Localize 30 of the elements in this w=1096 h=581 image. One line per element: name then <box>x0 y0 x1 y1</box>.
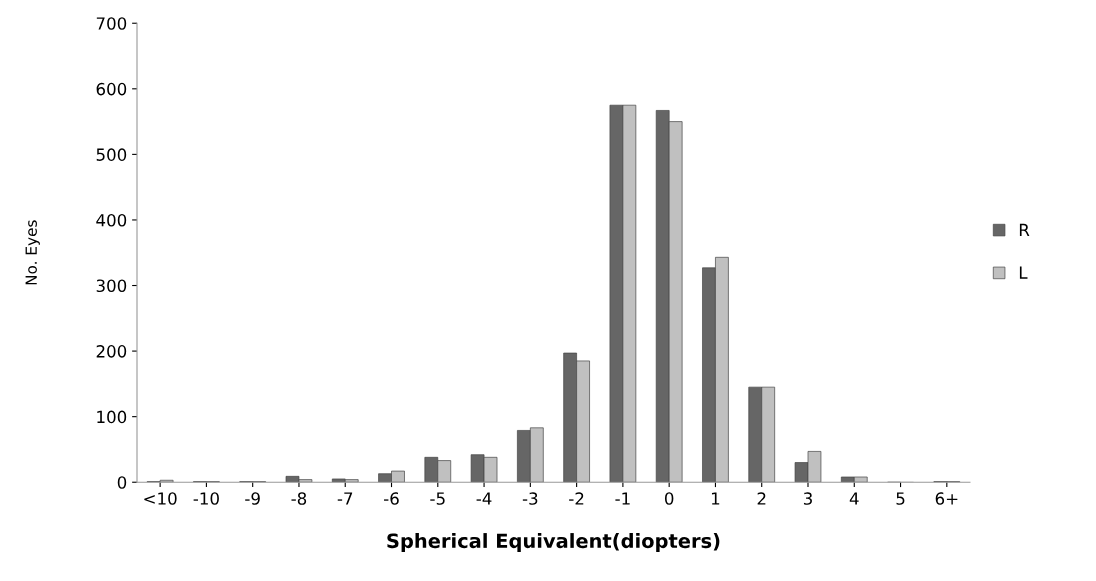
y-tick-label: 300 <box>96 279 127 293</box>
y-tick-label: 700 <box>96 17 127 30</box>
x-tick-label: 1 <box>711 492 720 505</box>
y-tick-label: 0 <box>117 476 127 489</box>
legend-label: L <box>1019 266 1028 279</box>
x-tick-label: -2 <box>569 492 584 505</box>
y-tick-label: 500 <box>96 148 127 161</box>
y-tick-label: 400 <box>96 213 127 227</box>
x-tick-label: -8 <box>291 492 307 505</box>
x-tick-label: -4 <box>476 492 492 505</box>
x-tick-label: 6+ <box>935 492 958 505</box>
x-tick-label: 0 <box>664 492 674 505</box>
x-tick-label: 4 <box>849 492 859 505</box>
y-tick-label: 600 <box>96 82 127 96</box>
x-tick-label: 3 <box>803 492 812 505</box>
x-tick-label: -10 <box>193 492 219 505</box>
y-axis-title: No. Eyes <box>25 220 40 285</box>
y-tick-label: 200 <box>96 345 127 358</box>
x-tick-label: -5 <box>430 492 445 505</box>
x-tick-label: 5 <box>896 492 905 505</box>
x-tick-label: -3 <box>522 492 538 505</box>
x-tick-label: 2 <box>757 492 766 505</box>
x-tick-label: -1 <box>615 492 630 505</box>
x-tick-label: -7 <box>337 492 353 505</box>
x-tick-label: -6 <box>384 492 399 505</box>
x-axis-title: Spherical Equivalent(diopters) <box>387 533 720 552</box>
x-tick-label: <10 <box>144 492 177 505</box>
y-tick-label: 100 <box>97 410 127 424</box>
legend-label: R <box>1019 223 1030 236</box>
x-tick-label: -9 <box>245 492 260 505</box>
